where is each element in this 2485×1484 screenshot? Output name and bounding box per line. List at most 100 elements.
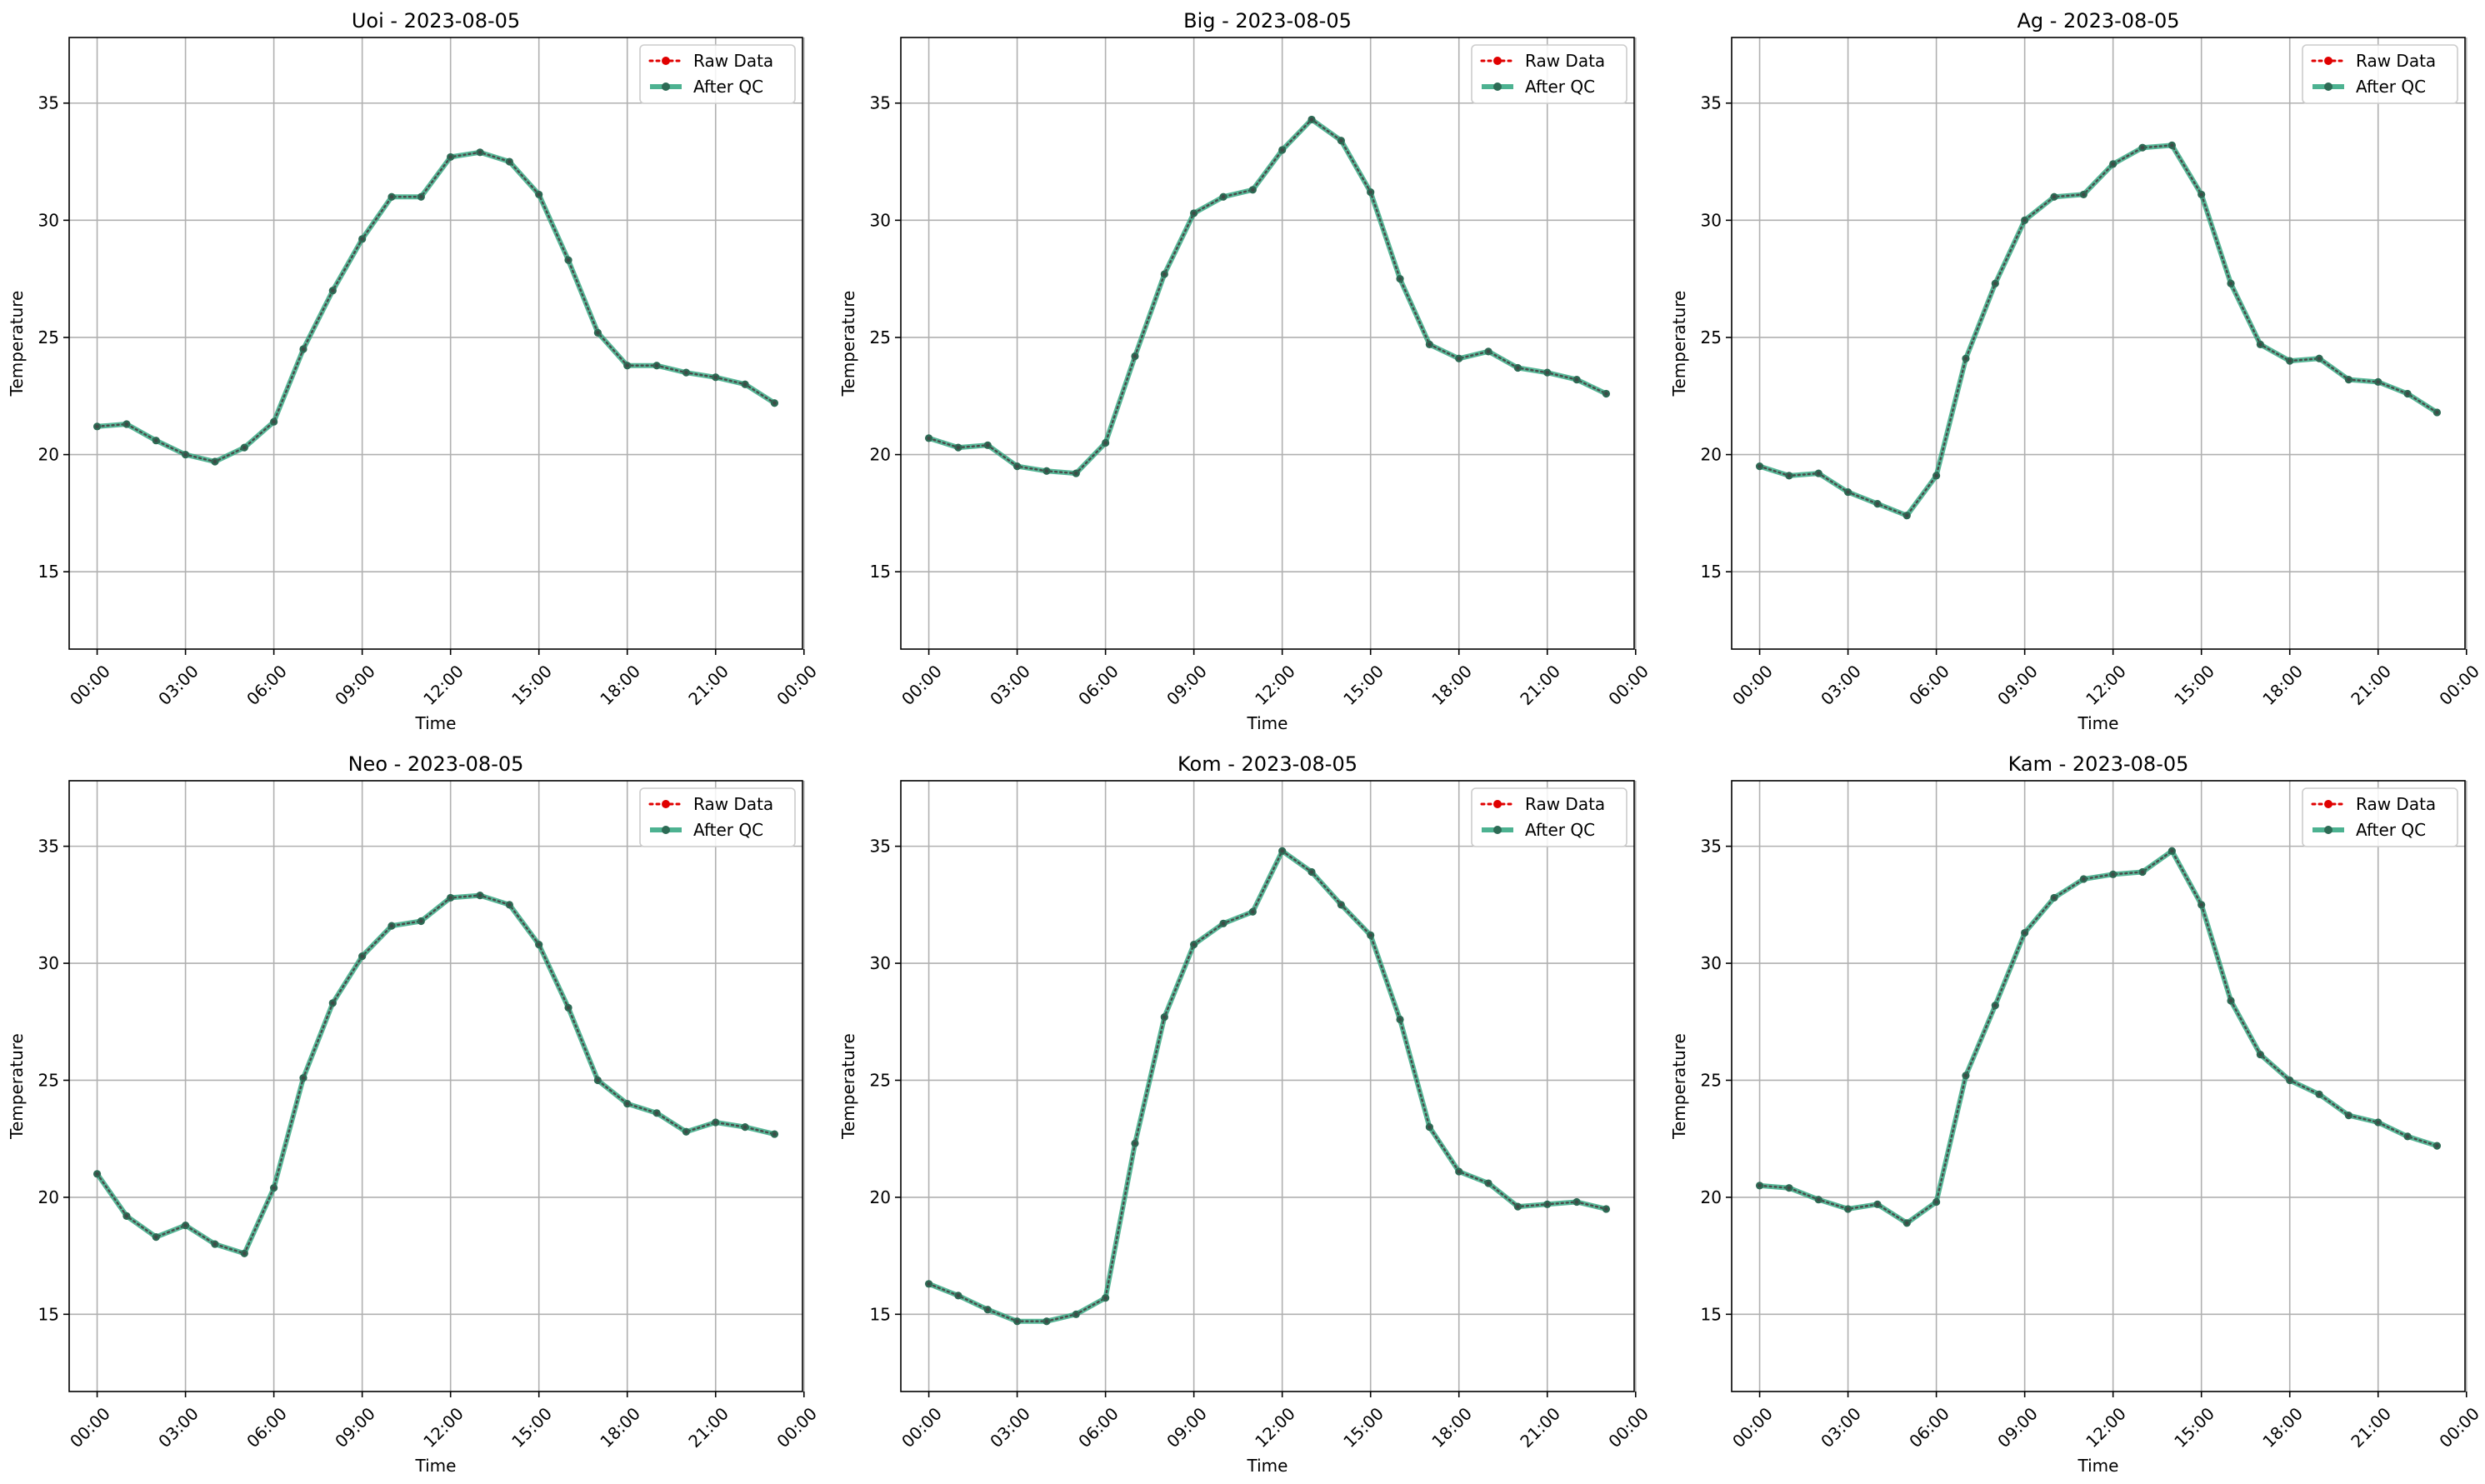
data-point-raw-data [1574, 1200, 1579, 1204]
x-tick-label: 21:00 [1516, 1403, 1564, 1452]
legend-label-after-qc: After QC [1525, 820, 1595, 840]
data-point-raw-data [478, 150, 482, 155]
data-point-raw-data [1162, 272, 1167, 277]
legend: Raw Data After QC [639, 44, 796, 104]
data-point-raw-data [154, 1235, 158, 1239]
x-tick-label: 12:00 [1251, 1403, 1299, 1452]
y-tick-label: 15 [1701, 562, 1722, 582]
x-tick-label: 18:00 [596, 661, 644, 709]
series-line-raw-data [96, 151, 776, 463]
legend-marker-raw-data [662, 800, 670, 808]
x-tick-label: 09:00 [1993, 1403, 2042, 1452]
data-point-raw-data [2111, 162, 2115, 167]
data-point-raw-data [2317, 357, 2322, 361]
y-tick-label: 25 [38, 1070, 59, 1090]
y-axis-label: Temperature [7, 1033, 27, 1140]
data-point-raw-data [419, 195, 423, 199]
data-point-raw-data [1875, 502, 1880, 506]
data-point-raw-data [1875, 1202, 1880, 1207]
data-point-raw-data [478, 893, 482, 897]
y-tick-label: 20 [1701, 445, 1722, 465]
data-point-raw-data [2288, 1078, 2292, 1082]
data-point-raw-data [301, 1076, 306, 1080]
data-point-raw-data [1787, 1186, 1792, 1190]
plot-area [1732, 37, 2465, 649]
x-tick-label: 00:00 [1604, 661, 1652, 709]
data-point-raw-data [331, 288, 335, 292]
y-axis-label: Temperature [838, 1033, 858, 1140]
data-point-raw-data [1251, 910, 1255, 914]
data-point-raw-data [1103, 441, 1108, 445]
data-point-raw-data [1604, 392, 1608, 396]
x-tick-label: 03:00 [154, 1403, 202, 1452]
y-tick-label: 30 [870, 953, 891, 973]
data-point-raw-data [1486, 349, 1491, 354]
data-point-raw-data [742, 1125, 748, 1129]
data-point-raw-data [1758, 1183, 1762, 1188]
x-tick-label: 06:00 [242, 661, 291, 709]
x-tick-label: 09:00 [331, 1403, 379, 1452]
data-point-raw-data [625, 1102, 629, 1106]
data-point-raw-data [1817, 1197, 1821, 1202]
y-tick-label: 20 [870, 445, 891, 465]
data-point-raw-data [124, 1214, 129, 1218]
x-axis-label: Time [2078, 713, 2119, 733]
data-point-raw-data [742, 382, 748, 387]
data-point-raw-data [1192, 942, 1196, 947]
data-point-raw-data [956, 1293, 961, 1298]
y-tick-label: 35 [1701, 93, 1722, 113]
axes-frame [900, 780, 1635, 1392]
y-tick-label: 30 [38, 210, 59, 230]
x-tick-label: 21:00 [2347, 1403, 2395, 1452]
data-point-raw-data [1074, 1312, 1078, 1317]
data-point-raw-data [95, 1172, 99, 1177]
chart-panel: 15 20 25 30 35 00:00 03:00 06:00 09:00 12:00 15:00… [7, 9, 821, 733]
data-point-raw-data [1934, 473, 1938, 478]
y-tick-label: 15 [870, 1304, 891, 1324]
data-point-raw-data [566, 257, 571, 262]
data-point-raw-data [212, 1242, 218, 1247]
x-tick-label: 12:00 [2082, 1403, 2130, 1452]
y-tick-label: 25 [1701, 327, 1722, 347]
legend-label-after-qc: After QC [693, 77, 763, 97]
data-point-raw-data [1516, 1204, 1520, 1209]
data-point-raw-data [1074, 471, 1078, 476]
legend-marker-raw-data [2324, 800, 2332, 808]
data-point-raw-data [1817, 471, 1821, 476]
data-point-raw-data [2199, 192, 2203, 197]
data-point-raw-data [1309, 117, 1314, 122]
data-point-raw-data [1368, 933, 1372, 937]
data-point-raw-data [95, 424, 99, 429]
x-tick-label: 18:00 [2258, 661, 2307, 709]
data-point-raw-data [1398, 1017, 1402, 1022]
x-tick-label: 06:00 [1074, 661, 1122, 709]
y-tick-label: 20 [870, 1187, 891, 1207]
data-point-raw-data [154, 438, 158, 442]
data-point-raw-data [1516, 366, 1520, 370]
data-point-raw-data [2022, 218, 2027, 222]
data-point-raw-data [1934, 1200, 1938, 1204]
x-tick-label: 00:00 [2435, 1403, 2483, 1452]
data-point-raw-data [625, 363, 629, 367]
x-tick-label: 18:00 [1428, 1403, 1476, 1452]
data-point-raw-data [1398, 277, 1402, 281]
chart-title: Kom - 2023-08-05 [1178, 752, 1358, 776]
legend-label-after-qc: After QC [2356, 820, 2426, 840]
data-point-raw-data [537, 192, 541, 197]
data-point-raw-data [1339, 902, 1343, 907]
series-line-raw-data [1758, 144, 2438, 517]
y-tick-label: 35 [870, 93, 891, 113]
series-line-raw-data [1758, 849, 2438, 1225]
x-axis-label: Time [415, 713, 457, 733]
data-point-raw-data [1428, 342, 1432, 347]
data-point-raw-data [1545, 1202, 1549, 1207]
x-tick-label: 00:00 [1728, 1403, 1777, 1452]
x-tick-label: 12:00 [419, 661, 468, 709]
series-line-raw-data [928, 849, 1608, 1322]
chart-panel: 15 20 25 30 35 00:00 03:00 06:00 09:00 12:00 15:00… [838, 752, 1652, 1476]
data-point-raw-data [1280, 849, 1284, 853]
data-point-raw-data [389, 195, 394, 199]
x-tick-label: 00:00 [1728, 661, 1777, 709]
x-tick-label: 21:00 [684, 1403, 732, 1452]
